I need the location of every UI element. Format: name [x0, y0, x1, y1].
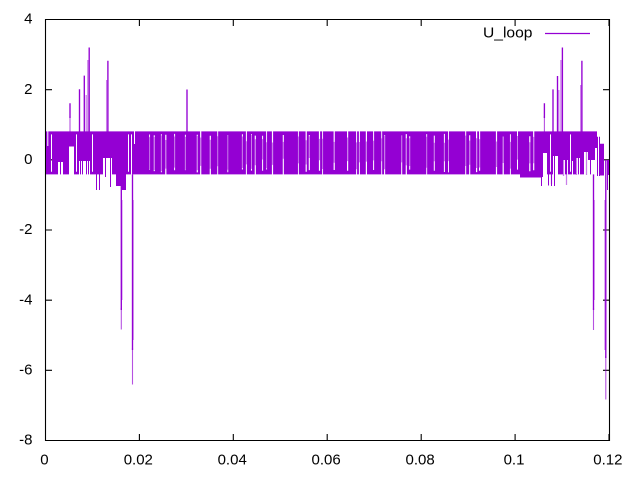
svg-text:4: 4 [24, 11, 32, 28]
svg-text:0.08: 0.08 [405, 452, 434, 469]
svg-text:-4: -4 [19, 291, 32, 308]
svg-text:U_loop: U_loop [483, 25, 533, 42]
svg-text:0.04: 0.04 [218, 452, 247, 469]
svg-text:0: 0 [40, 452, 48, 469]
svg-text:0.02: 0.02 [124, 452, 153, 469]
svg-text:0: 0 [24, 151, 32, 168]
svg-text:2: 2 [24, 81, 32, 98]
svg-text:-6: -6 [19, 362, 32, 379]
svg-text:-2: -2 [19, 221, 32, 238]
svg-text:0.1: 0.1 [504, 452, 525, 469]
svg-text:0.06: 0.06 [311, 452, 340, 469]
svg-text:-8: -8 [19, 432, 32, 449]
svg-text:0.12: 0.12 [593, 452, 622, 469]
